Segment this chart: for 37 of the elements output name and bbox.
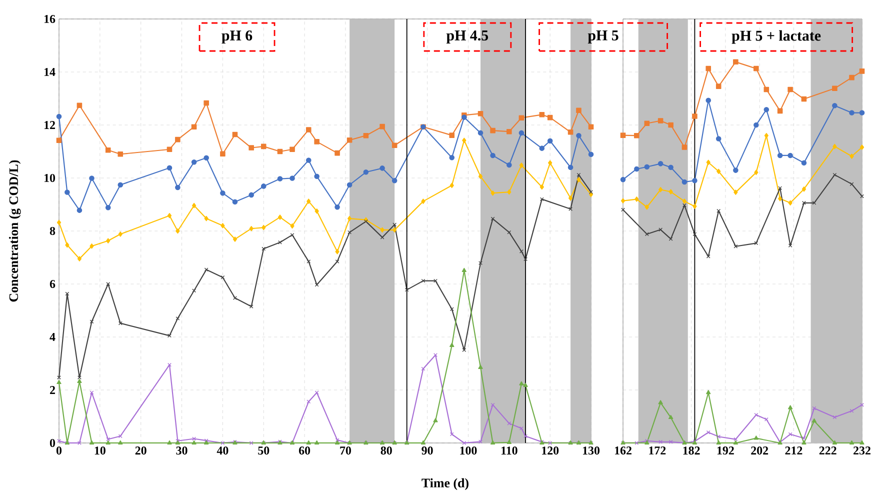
x-tick-label: 100: [460, 446, 477, 455]
x-tick-label: 20: [135, 446, 146, 455]
annotation: pH 5 + lactate: [732, 30, 821, 44]
y-tick-label: 12: [44, 121, 55, 129]
x-tick-label: 110: [501, 446, 518, 455]
x-tick-label: 232: [854, 446, 870, 455]
y-tick-label: 0: [50, 438, 56, 448]
x-tick-label: 60: [298, 446, 310, 455]
y-tick-label: 16: [44, 14, 56, 23]
x-tick-label: 202: [751, 446, 768, 455]
y-tick-label: 4: [50, 333, 56, 341]
y-tick-label: 14: [44, 68, 56, 76]
y-axis-title: Concentration (g COD/L): [8, 160, 21, 302]
x-tick-label: 172: [649, 446, 666, 454]
x-tick-label: 222: [819, 446, 836, 454]
annotation: pH 5: [588, 30, 618, 44]
x-tick-label: 0: [56, 446, 62, 455]
x-tick-label: 70: [340, 446, 351, 455]
x-tick-label: 130: [582, 446, 600, 455]
y-tick-label: 10: [44, 174, 56, 182]
x-tick-label: 10: [94, 446, 106, 455]
x-tick-label: 212: [785, 446, 802, 454]
y-tick-label: 8: [50, 226, 56, 236]
y-tick-label: 2: [50, 386, 55, 394]
x-tick-label: 182: [683, 446, 700, 455]
y-tick-label: 6: [50, 280, 56, 288]
annotation: pH 6: [222, 30, 252, 44]
x-tick-label: 162: [615, 446, 632, 455]
x-tick-label: 90: [422, 446, 433, 455]
x-tick-label: 40: [216, 446, 228, 455]
x-tick-label: 120: [542, 446, 559, 455]
x-tick-label: 192: [717, 446, 734, 455]
x-tick-label: 30: [176, 446, 188, 455]
annotation: pH 4.5: [446, 30, 488, 44]
x-tick-label: 50: [258, 446, 270, 455]
x-tick-label: 80: [380, 446, 392, 455]
x-axis-title: Time (d): [422, 478, 468, 490]
